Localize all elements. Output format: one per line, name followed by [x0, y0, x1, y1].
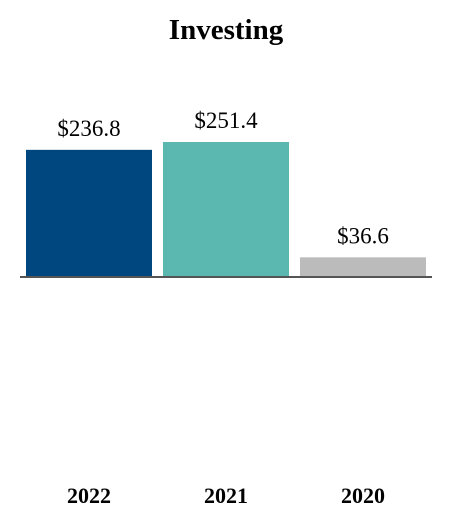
- x-tick-label-2020: 2020: [341, 483, 385, 508]
- data-label-2022: $236.8: [57, 116, 120, 141]
- bar-2021: [163, 142, 289, 277]
- data-label-2020: $36.6: [337, 223, 389, 248]
- x-tick-label-2021: 2021: [204, 483, 248, 508]
- bar-2022: [26, 149, 152, 277]
- chart-title: Investing: [168, 14, 284, 46]
- data-label-2021: $251.4: [194, 108, 258, 133]
- x-tick-label-2022: 2022: [67, 483, 111, 508]
- bar-2020: [300, 257, 426, 277]
